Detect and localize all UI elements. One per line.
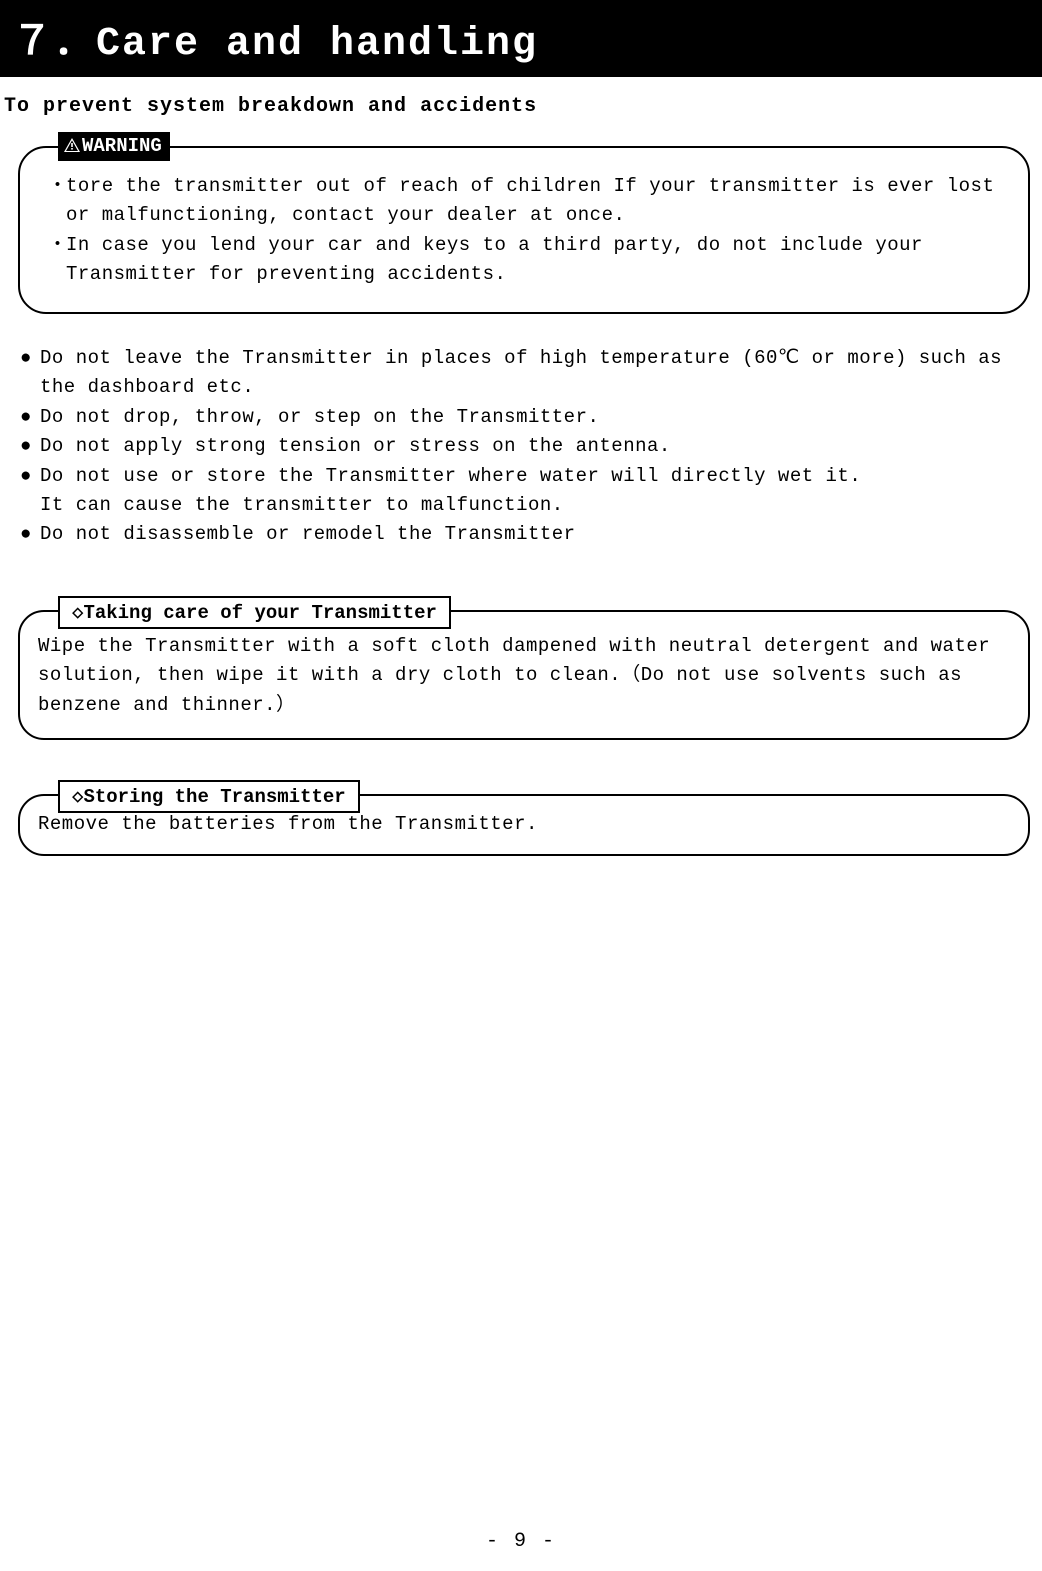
warning-triangle-icon [64,136,80,158]
warning-item: ・ tore the transmitter out of reach of c… [48,172,1000,231]
caution-item: ● Do not disassemble or remodel the Tran… [20,520,1038,549]
warning-items: ・ tore the transmitter out of reach of c… [48,172,1000,290]
filled-circle-icon: ● [20,344,40,403]
warning-item: ・ In case you lend your car and keys to … [48,231,1000,290]
caution-text: Do not drop, throw, or step on the Trans… [40,403,1038,432]
warning-callout: WARNING ・ tore the transmitter out of re… [18,146,1030,314]
filled-circle-icon: ● [20,520,40,549]
caution-continuation: It can cause the transmitter to malfunct… [20,491,1038,520]
storing-body: Remove the batteries from the Transmitte… [38,810,1004,839]
section-title: ７．Care and handling [12,22,538,67]
filled-circle-icon: ● [20,432,40,461]
care-body: Wipe the Transmitter with a soft cloth d… [38,632,1004,720]
care-callout: ◇Taking care of your Transmitter Wipe th… [18,610,1030,740]
page-root: ７．Care and handling To prevent system br… [0,0,1042,1571]
section-header: ７．Care and handling [0,0,1042,77]
care-tag: ◇Taking care of your Transmitter [58,596,451,629]
warning-item-text: tore the transmitter out of reach of chi… [66,172,1000,231]
caution-item: ● Do not apply strong tension or stress … [20,432,1038,461]
care-label: ◇Taking care of your Transmitter [72,602,437,624]
bullet-dot-icon: ・ [48,172,66,231]
warning-tag: WARNING [58,132,170,161]
storing-callout: ◇Storing the Transmitter Remove the batt… [18,794,1030,855]
warning-item-text: In case you lend your car and keys to a … [66,231,1000,290]
filled-circle-icon: ● [20,462,40,491]
caution-item: ● Do not use or store the Transmitter wh… [20,462,1038,491]
caution-text: Do not use or store the Transmitter wher… [40,462,1038,491]
page-number: - 9 - [0,1530,1042,1553]
subheading: To prevent system breakdown and accident… [0,95,1042,118]
caution-list: ● Do not leave the Transmitter in places… [20,344,1038,550]
caution-text: Do not leave the Transmitter in places o… [40,344,1038,403]
caution-item: ● Do not leave the Transmitter in places… [20,344,1038,403]
storing-tag: ◇Storing the Transmitter [58,780,360,813]
caution-text: Do not apply strong tension or stress on… [40,432,1038,461]
caution-item: ● Do not drop, throw, or step on the Tra… [20,403,1038,432]
filled-circle-icon: ● [20,403,40,432]
caution-text: Do not disassemble or remodel the Transm… [40,520,1038,549]
storing-label: ◇Storing the Transmitter [72,786,346,808]
bullet-dot-icon: ・ [48,231,66,290]
warning-label: WARNING [82,135,162,157]
